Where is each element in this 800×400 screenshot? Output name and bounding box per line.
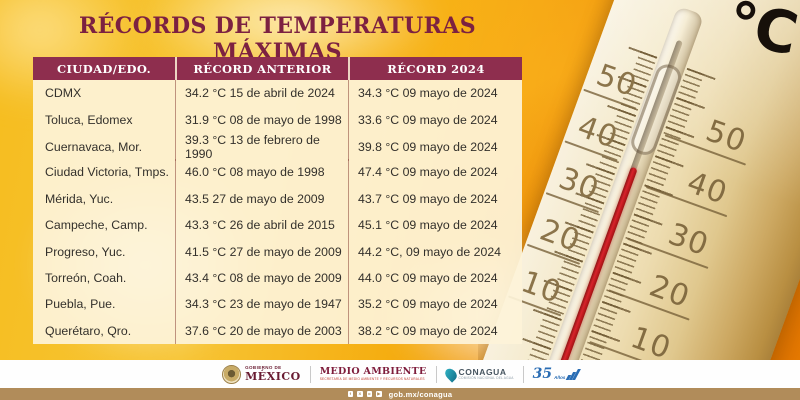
x-icon[interactable]: X [357,391,363,397]
cell-record-2024: 35.2 °C 09 mayo de 2024 [348,291,522,318]
youtube-icon[interactable]: ▶ [376,391,382,397]
mexico-eagle-seal-icon [222,364,242,384]
cell-record-2024: 33.6 °C 09 mayo de 2024 [348,106,522,133]
water-drop-icon [442,365,459,383]
cell-city: Torreón, Coah. [45,270,127,285]
cell-previous-record: 43.5 27 de mayo de 2009 [175,185,348,212]
cell-previous-record: 37.6 °C 20 de mayo de 2003 [175,317,348,344]
cell-previous-record: 41.5 °C 27 de mayo de 2009 [175,238,348,265]
gobierno-line1: GOBIERNO DE [245,365,282,371]
cell-record-2024: 38.2 °C 09 mayo de 2024 [348,317,522,344]
gobierno-de-mexico-logo: GOBIERNO DE MÉXICO [222,364,301,384]
cell-previous-record: 43.3 °C 26 de abril de 2015 [175,211,348,239]
cell-city: Querétaro, Qro. [45,323,132,338]
cell-record-2024: 43.7 °C 09 mayo de 2024 [348,185,522,212]
conagua-logo: CONAGUA COMISIÓN NACIONAL DEL AGUA [442,365,514,383]
table-header-row: CIUDAD/EDO. RÉCORD ANTERIOR RÉCORD 2024 [33,57,522,80]
cell-city: Mérida, Yuc. [45,191,114,206]
cell-previous-record: 31.9 °C 08 de mayo de 1998 [175,106,348,133]
gobierno-line2: MÉXICO [245,369,301,383]
cell-city: Cuernavaca, Mor. [45,139,143,154]
35-years-stripes-icon [566,369,581,381]
cell-previous-record: 34.2 °C 15 de abril de 2024 [175,80,348,107]
conagua-wordmark-group: CONAGUA COMISIÓN NACIONAL DEL AGUA [459,367,514,381]
table-row: Torreón, Coah. 43.4 °C 08 de mayo de 200… [33,264,522,292]
table-row: Ciudad Victoria, Tmps. 46.0 °C 08 mayo d… [33,159,522,186]
table-row: Progreso, Yuc. 41.5 °C 27 de mayo de 200… [33,238,522,265]
logo-divider [309,365,311,383]
cell-record-2024: 44.0 °C 09 mayo de 2024 [348,264,522,292]
conagua-url[interactable]: gob.mx/conagua [388,389,453,399]
column-header-record-2024: RÉCORD 2024 [348,57,522,80]
35-years-number: 35 [532,365,553,382]
table-row: CDMX 34.2 °C 15 de abril de 2024 34.3 °C… [33,80,522,107]
table-row: Puebla, Pue. 34.3 °C 23 de mayo de 1947 … [33,291,522,318]
cell-record-2024: 44.2 °C, 09 mayo de 2024 [348,238,522,265]
facebook-icon[interactable]: f [347,391,354,397]
cell-city: Puebla, Pue. [45,297,116,312]
table-row: Toluca, Edomex 31.9 °C 08 de mayo de 199… [33,106,522,133]
cell-city: CDMX [45,86,82,101]
cell-city: Toluca, Edomex [45,112,133,127]
gobierno-de-mexico-wordmark: GOBIERNO DE MÉXICO [245,366,301,382]
cell-previous-record: 39.3 °C 13 de febrero de 1990 [175,132,348,161]
cell-record-2024: 45.1 °C 09 mayo de 2024 [348,211,522,239]
footer-social-bar: f X o ▶ gob.mx/conagua [0,388,800,400]
cell-previous-record: 46.0 °C 08 mayo de 1998 [175,159,348,186]
logo-divider [522,365,524,383]
medio-ambiente-logo: MEDIO AMBIENTE SECRETARÍA DE MEDIO AMBIE… [320,366,427,381]
table-row: Mérida, Yuc. 43.5 27 de mayo de 2009 43.… [33,185,522,212]
cell-record-2024: 39.8 °C 09 mayo de 2024 [348,132,522,161]
medio-ambiente-wordmark: MEDIO AMBIENTE [319,366,427,378]
table-row: Querétaro, Qro. 37.6 °C 20 de mayo de 20… [33,317,522,344]
cell-city: Ciudad Victoria, Tmps. [45,165,169,180]
35-years-label: Años [554,375,566,381]
medio-ambiente-subtext: SECRETARÍA DE MEDIO AMBIENTE Y RECURSOS … [319,376,425,381]
table-body: CDMX 34.2 °C 15 de abril de 2024 34.3 °C… [33,80,522,344]
35-years-logo: 35 Años [532,365,581,382]
page-title: RÉCORDS DE TEMPERATURAS MÁXIMAS [78,13,477,65]
column-header-city: CIUDAD/EDO. [56,61,152,76]
cell-previous-record: 34.3 °C 23 de mayo de 1947 [175,291,348,318]
column-header-previous-record: RÉCORD ANTERIOR [175,57,348,80]
cell-record-2024: 47.4 °C 09 mayo de 2024 [348,159,522,186]
records-table: CIUDAD/EDO. RÉCORD ANTERIOR RÉCORD 2024 … [33,57,522,344]
logo-divider [435,365,437,383]
conagua-subtext: COMISIÓN NACIONAL DEL AGUA [458,376,514,381]
cell-previous-record: 43.4 °C 08 de mayo de 2009 [175,264,348,292]
cell-city: Progreso, Yuc. [45,244,126,259]
cell-record-2024: 34.3 °C 09 mayo de 2024 [348,80,522,107]
table-row: Cuernavaca, Mor. 39.3 °C 13 de febrero d… [33,132,522,161]
table-row: Campeche, Camp. 43.3 °C 26 de abril de 2… [33,211,522,239]
footer-logo-bar: GOBIERNO DE MÉXICO MEDIO AMBIENTE SECRET… [0,360,800,388]
instagram-icon[interactable]: o [366,391,373,397]
cell-city: Campeche, Camp. [45,218,148,233]
